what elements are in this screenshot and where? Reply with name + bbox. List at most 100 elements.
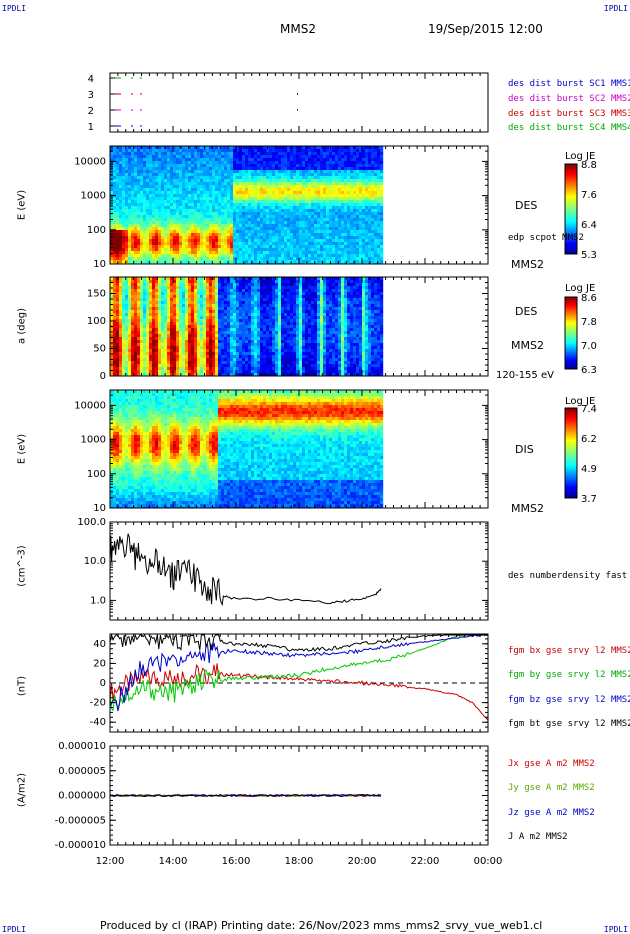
spectro-cell (140, 331, 144, 335)
spectro-cell (116, 164, 120, 168)
spectro-cell (224, 319, 228, 323)
spectro-cell (185, 236, 189, 240)
spectro-cell (176, 173, 180, 177)
spectro-cell (116, 310, 120, 314)
spectro-cell (122, 188, 126, 192)
spectro-cell (299, 173, 303, 177)
spectro-cell (263, 194, 267, 198)
spectro-cell (293, 245, 297, 249)
spectro-cell (164, 283, 168, 287)
spectro-cell (161, 185, 165, 189)
spectro-cell (353, 230, 357, 234)
spectro-cell (119, 248, 123, 252)
spectro-cell (284, 212, 288, 216)
spectro-cell (305, 200, 309, 204)
spectro-cell (371, 242, 375, 246)
spectro-cell (152, 170, 156, 174)
spectro-cell (143, 146, 147, 150)
spectro-cell (224, 176, 228, 180)
spectro-cell (137, 176, 141, 180)
spectro-cell (194, 328, 198, 332)
spectro-cell (128, 346, 132, 350)
spectro-cell (371, 167, 375, 171)
spectro-cell (149, 260, 153, 264)
spectro-cell (158, 304, 162, 308)
spectro-cell (359, 170, 363, 174)
spectro-cell (281, 179, 285, 183)
spectro-cell (380, 152, 384, 156)
spectro-cell (269, 212, 273, 216)
spectro-cell (338, 209, 342, 213)
spectro-cell (221, 155, 225, 159)
spectro-cell (344, 146, 348, 150)
spectro-cell (158, 307, 162, 311)
spectro-cell (251, 185, 255, 189)
spectro-cell (113, 218, 117, 222)
spectro-cell (191, 367, 195, 371)
spectro-cell (227, 224, 231, 228)
spectro-cell (341, 257, 345, 261)
spectro-cell (272, 212, 276, 216)
spectro-cell (221, 167, 225, 171)
spectro-cell (230, 289, 234, 293)
spectro-cell (209, 298, 213, 302)
spectro-cell (215, 149, 219, 153)
spectro-cell (278, 215, 282, 219)
spectro-cell (314, 233, 318, 237)
spectro-cell (191, 328, 195, 332)
spectro-cell (203, 185, 207, 189)
spectro-cell (218, 367, 222, 371)
spectro-cell (272, 194, 276, 198)
spectro-cell (365, 179, 369, 183)
spectro-cell (140, 289, 144, 293)
spectro-cell (212, 239, 216, 243)
spectro-cell (194, 346, 198, 350)
spectro-cell (209, 289, 213, 293)
spectro-cell (119, 334, 123, 338)
spectro-cell (131, 158, 135, 162)
spectro-cell (140, 185, 144, 189)
spectro-cell (377, 191, 381, 195)
spectro-cell (176, 358, 180, 362)
spectro-cell (278, 188, 282, 192)
spectro-cell (335, 260, 339, 264)
spectro-cell (182, 206, 186, 210)
spectro-cell (209, 209, 213, 213)
spectro-cell (206, 164, 210, 168)
spectro-cell (122, 340, 126, 344)
spectro-cell (332, 239, 336, 243)
spectro-cell (197, 263, 201, 264)
spectro-cell (365, 200, 369, 204)
spectro-cell (206, 254, 210, 258)
spectro-cell (215, 289, 219, 293)
spectro-cell (203, 245, 207, 249)
spectro-cell (239, 206, 243, 210)
spectro-cell (284, 218, 288, 222)
spectro-cell (263, 257, 267, 261)
spectro-cell (218, 251, 222, 255)
spectro-cell (134, 319, 138, 323)
spectro-cell (275, 191, 279, 195)
spectro-cell (137, 206, 141, 210)
spectro-cell (224, 242, 228, 246)
spectro-cell (146, 188, 150, 192)
spectro-cell (284, 263, 288, 264)
spectro-cell (158, 313, 162, 317)
spectro-cell (263, 158, 267, 162)
spectro-cell (176, 185, 180, 189)
spectro-cell (296, 227, 300, 231)
spectro-cell (359, 233, 363, 237)
spectro-cell (140, 188, 144, 192)
spectro-cell (332, 161, 336, 165)
spectro-cell (371, 233, 375, 237)
spectro-cell (359, 242, 363, 246)
spectro-cell (164, 164, 168, 168)
spectro-cell (314, 245, 318, 249)
spectro-cell (146, 295, 150, 299)
spectro-cell (218, 161, 222, 165)
spectro-cell (326, 212, 330, 216)
spectro-cell (116, 194, 120, 198)
spectro-cell (272, 200, 276, 204)
spectro-cell (131, 340, 135, 344)
spectro-cell (161, 322, 165, 326)
